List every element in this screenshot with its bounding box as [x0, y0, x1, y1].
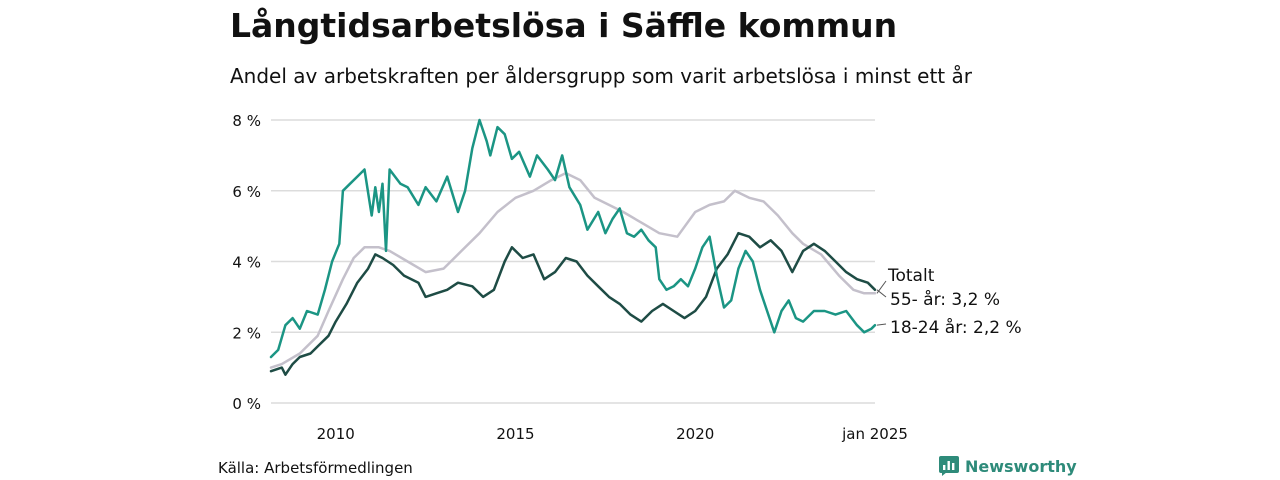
y-tick-label: 0 % [232, 395, 261, 413]
source-note: Källa: Arbetsförmedlingen [218, 459, 413, 477]
chart-title: Långtidsarbetslösa i Säffle kommun [230, 6, 898, 45]
series-line-1 [269, 231, 877, 376]
series-line-0 [269, 171, 877, 369]
series-label-connector-2 [876, 323, 887, 326]
x-tick-label: jan 2025 [841, 425, 908, 443]
x-tick-label: 2020 [676, 425, 714, 443]
series-labels: Totalt 55- år: 3,2 % 18-24 år: 2,2 % [876, 266, 1022, 338]
series-label-2: 18-24 år: 2,2 % [890, 317, 1022, 338]
series-label-0: Totalt [887, 266, 935, 286]
chart-subtitle: Andel av arbetskraften per åldersgrupp s… [230, 64, 972, 88]
x-tick-label: 2010 [317, 425, 355, 443]
x-tick-label: 2015 [496, 425, 534, 443]
series-label-connector-1 [876, 289, 887, 298]
series-lines [269, 118, 877, 376]
y-tick-label: 8 % [232, 112, 261, 130]
y-tick-label: 4 % [232, 254, 261, 272]
series-label-1: 55- år: 3,2 % [890, 289, 1000, 310]
y-tick-label: 6 % [232, 183, 261, 201]
brand-logo: Newsworthy [939, 456, 1077, 476]
y-axis-ticks: 0 % 2 % 4 % 6 % 8 % [232, 112, 261, 413]
y-tick-label: 2 % [232, 324, 261, 342]
x-axis-ticks: 2010 2015 2020 jan 2025 [317, 425, 908, 443]
brand-name: Newsworthy [965, 456, 1077, 476]
series-line-2 [269, 118, 877, 359]
newsworthy-logo-icon [939, 456, 959, 476]
line-chart: 0 % 2 % 4 % 6 % 8 % 2010 2015 2020 jan 2025 Tot… [232, 112, 1022, 443]
